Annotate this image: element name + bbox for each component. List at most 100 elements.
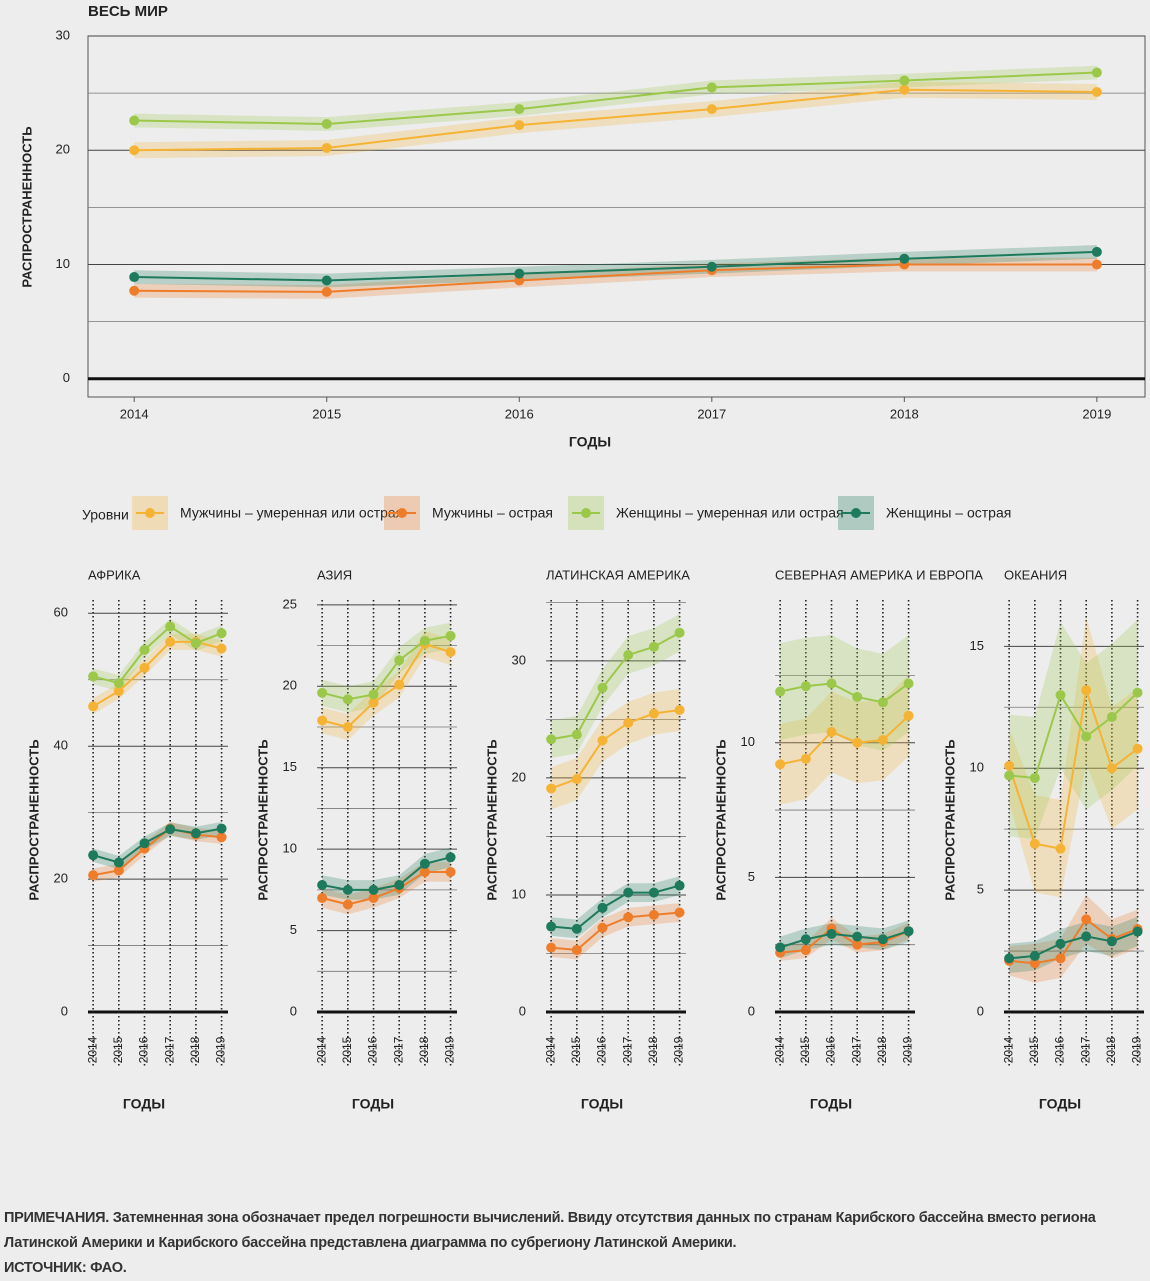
x-tick-label: 2016 bbox=[137, 1036, 151, 1063]
error-band bbox=[780, 920, 909, 959]
y-tick-label: 0 bbox=[290, 1003, 297, 1018]
y-tick-label: 0 bbox=[977, 1003, 984, 1018]
data-point bbox=[190, 828, 201, 839]
y-tick-label: 40 bbox=[54, 738, 68, 753]
x-axis-label: ГОДЫ bbox=[810, 1096, 852, 1112]
data-point bbox=[216, 628, 227, 639]
data-point bbox=[445, 630, 456, 641]
data-point bbox=[368, 697, 379, 708]
data-point bbox=[597, 735, 608, 746]
error-band bbox=[134, 81, 1097, 159]
chart-title: ОКЕАНИЯ bbox=[1004, 567, 1067, 582]
data-point bbox=[648, 887, 659, 898]
data-point bbox=[113, 678, 124, 689]
y-tick-label: 5 bbox=[290, 922, 297, 937]
x-tick-label: 2015 bbox=[340, 1036, 354, 1063]
data-point bbox=[1055, 843, 1066, 854]
series-line bbox=[134, 250, 1097, 282]
data-point bbox=[877, 697, 888, 708]
data-point bbox=[674, 627, 685, 638]
data-point bbox=[877, 735, 888, 746]
data-point bbox=[216, 823, 227, 834]
data-point bbox=[317, 715, 328, 726]
y-tick-label: 25 bbox=[283, 596, 297, 611]
data-point bbox=[800, 945, 811, 956]
series-line bbox=[134, 263, 1097, 293]
data-point bbox=[1055, 953, 1066, 964]
y-tick-label: 10 bbox=[741, 734, 755, 749]
data-point bbox=[571, 923, 582, 934]
data-point bbox=[88, 701, 99, 712]
data-point bbox=[706, 261, 717, 272]
data-point bbox=[216, 832, 227, 843]
data-point bbox=[899, 253, 910, 264]
notes: ПРИМЕЧАНИЯ. Затемненная зона обозначает … bbox=[4, 1210, 1096, 1251]
data-point bbox=[1029, 838, 1040, 849]
data-point bbox=[571, 944, 582, 955]
data-point bbox=[899, 84, 910, 95]
y-tick-label: 0 bbox=[748, 1003, 755, 1018]
series-line bbox=[1008, 689, 1139, 850]
data-point bbox=[1091, 246, 1102, 257]
x-tick-label: 2015 bbox=[312, 406, 341, 421]
x-tick-label: 2019 bbox=[901, 1036, 915, 1063]
data-point bbox=[321, 142, 332, 153]
data-point bbox=[597, 682, 608, 693]
x-tick-label: 2014 bbox=[85, 1036, 99, 1063]
data-point bbox=[826, 928, 837, 939]
error-band bbox=[780, 917, 909, 961]
y-tick-label: 10 bbox=[970, 760, 984, 775]
data-point bbox=[1091, 259, 1102, 270]
x-tick-label: 2019 bbox=[214, 1036, 228, 1063]
error-band bbox=[780, 635, 909, 751]
data-point bbox=[1132, 687, 1143, 698]
data-point bbox=[800, 753, 811, 764]
data-point bbox=[623, 912, 634, 923]
data-point bbox=[129, 285, 140, 296]
data-point bbox=[368, 893, 379, 904]
data-point bbox=[1055, 938, 1066, 949]
chart-title: ЛАТИНСКАЯ АМЕРИКА bbox=[546, 567, 690, 582]
data-point bbox=[113, 865, 124, 876]
data-point bbox=[445, 647, 456, 658]
data-point bbox=[1055, 690, 1066, 701]
y-tick-label: 5 bbox=[977, 882, 984, 897]
data-point bbox=[88, 850, 99, 861]
y-tick-label: 0 bbox=[519, 1003, 526, 1018]
data-point bbox=[1004, 770, 1015, 781]
data-point bbox=[139, 662, 150, 673]
data-point bbox=[706, 104, 717, 115]
error-band bbox=[1009, 916, 1138, 973]
data-point bbox=[1132, 743, 1143, 754]
data-point bbox=[826, 726, 837, 737]
data-point bbox=[800, 681, 811, 692]
x-tick-label: 2017 bbox=[1078, 1036, 1092, 1063]
data-point bbox=[394, 655, 405, 666]
data-point bbox=[321, 275, 332, 286]
data-point bbox=[342, 899, 353, 910]
error-band bbox=[322, 847, 451, 900]
data-point bbox=[368, 884, 379, 895]
data-point bbox=[317, 687, 328, 698]
y-axis-label: РАСПРОСТРАНЕННОСТЬ bbox=[484, 739, 499, 900]
chart-title: АЗИЯ bbox=[317, 567, 352, 582]
data-point bbox=[514, 120, 525, 131]
data-point bbox=[342, 884, 353, 895]
y-axis-label: РАСПРОСТРАНЕННОСТЬ bbox=[942, 739, 957, 900]
source: ИСТОЧНИК: ФАО. bbox=[4, 1260, 127, 1276]
x-tick-label: 2016 bbox=[366, 1036, 380, 1063]
data-point bbox=[321, 118, 332, 129]
data-point bbox=[129, 272, 140, 283]
data-point bbox=[113, 857, 124, 868]
y-tick-label: 20 bbox=[56, 142, 70, 157]
error-band bbox=[93, 618, 222, 692]
data-point bbox=[623, 717, 634, 728]
x-tick-label: 2017 bbox=[391, 1036, 405, 1063]
x-tick-label: 2014 bbox=[543, 1036, 557, 1063]
y-tick-label: 30 bbox=[56, 27, 70, 42]
x-tick-label: 2014 bbox=[1001, 1036, 1015, 1063]
data-point bbox=[1004, 760, 1015, 771]
legend-label: Мужчины – умеренная или острая bbox=[180, 505, 403, 521]
data-point bbox=[139, 644, 150, 655]
legend-dot bbox=[145, 508, 155, 518]
